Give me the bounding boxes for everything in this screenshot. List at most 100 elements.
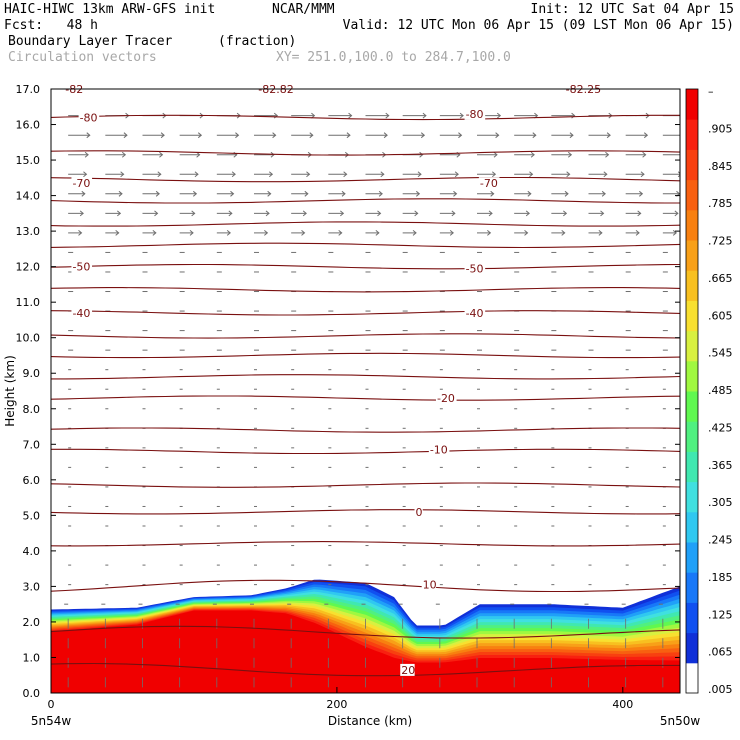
axes: 0.0 1.0 2.0 3.0 4.0 5.0 6.0 7.0 8.0 9.0 10.0 11.0 12…: [16, 83, 680, 711]
vector-head: [414, 210, 419, 217]
y-tick-label: 7.0: [23, 438, 41, 451]
temperature-contours: [51, 114, 680, 677]
isotherm-line: [51, 242, 680, 249]
colorbar-swatch: [686, 119, 698, 150]
y-tick-label: 10.0: [16, 332, 41, 345]
vector-head: [375, 230, 380, 236]
vector-head: [643, 132, 649, 139]
isotherm-line: [51, 333, 680, 339]
vector-head: [640, 171, 645, 178]
vector-head: [529, 171, 534, 178]
y-tick-label: 12.0: [16, 261, 41, 274]
colorbar-label: .905: [708, 122, 733, 135]
colorbar-label: .785: [708, 197, 733, 210]
y-axis-label: Height (km): [3, 355, 17, 426]
isotherm-line: [51, 541, 680, 547]
vector-head: [228, 210, 233, 217]
vector-head: [81, 190, 86, 197]
vector-head: [346, 132, 351, 139]
vector-head: [420, 132, 426, 139]
isotherm-line: [51, 310, 680, 316]
vector-head: [415, 190, 421, 197]
vector-head: [571, 112, 576, 119]
y-tick-label: 1.0: [23, 651, 41, 664]
vector-head: [453, 190, 458, 197]
x-tick-label: 400: [612, 698, 633, 711]
contour-label: -40: [466, 307, 484, 320]
isotherm-line: [51, 176, 680, 183]
colorbar-swatch: [686, 240, 698, 271]
isotherm-line: [51, 221, 680, 227]
vector-head: [118, 190, 123, 197]
vector-head: [343, 171, 348, 178]
x-tick-label: 200: [326, 698, 347, 711]
colorbar-label: .665: [708, 272, 733, 285]
vector-head: [338, 230, 343, 236]
vector-head: [674, 210, 679, 217]
vector-head: [231, 171, 236, 178]
contour-label-bg: [435, 392, 457, 405]
vector-head: [487, 230, 492, 236]
y-tick-label: 9.0: [23, 367, 41, 380]
vector-head: [459, 112, 464, 119]
vector-head: [606, 132, 611, 139]
vector-head: [601, 190, 606, 197]
colorbar-label: .005: [708, 683, 733, 696]
vector-head: [639, 190, 644, 197]
vector-head: [605, 151, 610, 158]
colorbar-swatch: [686, 421, 698, 452]
vector-head: [196, 151, 201, 158]
colorbar-label: .065: [708, 646, 733, 659]
colorbar-label: .545: [708, 347, 733, 360]
vector-head: [532, 132, 537, 139]
vector-head: [419, 151, 424, 158]
y-tick-label: 8.0: [23, 403, 41, 416]
contour-label: -80: [80, 111, 98, 124]
vector-head: [567, 151, 573, 158]
vector-head: [123, 132, 128, 139]
vector-head: [454, 171, 459, 178]
y-tick-label: 4.0: [23, 545, 41, 558]
vector-head: [603, 171, 608, 178]
colorbar-label: –: [708, 85, 714, 98]
vector-head: [488, 210, 493, 217]
vector-head: [385, 112, 390, 119]
vector-head: [530, 151, 535, 158]
isotherm-line: [51, 374, 680, 380]
colorbar-label: .605: [708, 309, 733, 322]
colorbar-label: .725: [708, 235, 733, 248]
contour-label-bg: [71, 177, 93, 190]
contour-label: -50: [72, 261, 90, 274]
y-tick-label: 15.0: [16, 154, 41, 167]
colorbar-label: .845: [708, 160, 733, 173]
vector-head: [598, 230, 603, 236]
vector-head: [637, 210, 642, 217]
colorbar-swatch: [686, 542, 698, 573]
vector-head: [490, 190, 495, 197]
vector-head: [383, 132, 388, 139]
contour-label-bg: [71, 306, 93, 319]
colorbar-label: .485: [708, 384, 733, 397]
colorbar-swatch: [686, 149, 698, 181]
isotherm-line: [51, 287, 680, 293]
isotherm-line: [51, 263, 680, 270]
vector-head: [304, 190, 309, 197]
y-tick-label: 17.0: [16, 83, 41, 96]
vector-head: [306, 171, 311, 178]
vector-head: [235, 132, 240, 139]
colorbar: .005 .065 .125 .185 .245 .305 .365 .425 .485 .545…: [685, 85, 733, 696]
vector-head: [378, 190, 383, 197]
vector-head: [348, 112, 353, 119]
contour-label: -40: [72, 307, 90, 320]
vector-head: [230, 190, 235, 197]
vector-head: [86, 132, 91, 139]
vector-head: [672, 230, 677, 236]
contour-label-bg: [428, 443, 450, 456]
x-left-location: 5n54w: [31, 714, 72, 728]
model-title: HAIC-HIWC 13km ARW-GFS init: [4, 2, 216, 17]
vector-head: [380, 171, 385, 178]
isotherm-line: [51, 448, 680, 455]
vector-head: [117, 210, 122, 217]
y-tick-label: 14.0: [16, 190, 41, 203]
colorbar-label: .425: [708, 421, 733, 434]
